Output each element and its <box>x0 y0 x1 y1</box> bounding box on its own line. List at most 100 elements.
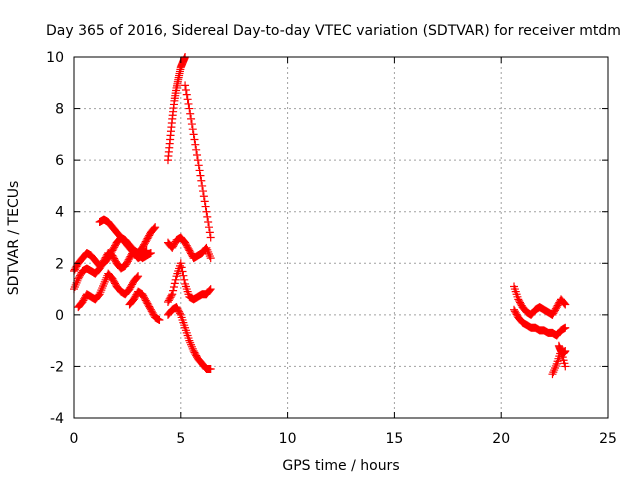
data-point <box>200 197 209 206</box>
data-point <box>205 286 214 295</box>
y-tick-label: 0 <box>55 308 64 324</box>
y-tick-label: 6 <box>55 153 64 169</box>
data-point <box>560 299 569 308</box>
data-point <box>96 288 105 297</box>
data-point <box>201 202 210 211</box>
data-point <box>559 298 568 307</box>
data-point <box>179 271 188 280</box>
data-point <box>206 233 215 242</box>
data-point <box>97 286 106 295</box>
data-point <box>185 104 194 113</box>
data-point <box>186 109 195 118</box>
data-point <box>190 135 199 144</box>
data-point <box>99 279 108 288</box>
data-point <box>206 285 215 294</box>
data-point <box>100 277 109 286</box>
data-point <box>98 284 107 293</box>
data-point <box>192 145 201 154</box>
data-point <box>193 150 202 159</box>
data-point <box>196 171 205 180</box>
data-point <box>548 370 557 379</box>
data-point <box>204 218 213 227</box>
data-point <box>204 250 213 259</box>
data-point <box>150 224 159 233</box>
y-tick-label: 8 <box>55 102 64 118</box>
data-point <box>197 176 206 185</box>
data-point <box>149 225 158 234</box>
data-point <box>204 287 213 296</box>
data-point <box>561 300 570 309</box>
data-point <box>93 292 102 301</box>
data-point <box>70 283 79 292</box>
data-point <box>551 363 560 372</box>
data-point <box>177 263 186 272</box>
x-tick-label: 20 <box>492 431 510 447</box>
data-point <box>182 90 191 99</box>
data-point <box>181 86 190 95</box>
data-point <box>142 246 151 255</box>
data-point <box>561 362 570 371</box>
data-point <box>188 125 197 134</box>
data-point <box>188 344 197 353</box>
data-point <box>198 181 207 190</box>
data-point <box>151 223 160 232</box>
data-point <box>183 95 192 104</box>
data-point <box>186 338 195 347</box>
series-arc-9 <box>163 259 215 306</box>
data-point <box>204 247 213 256</box>
data-point <box>141 247 150 256</box>
data-point <box>170 279 179 288</box>
data-point <box>549 368 558 377</box>
y-tick-label: 2 <box>55 256 64 272</box>
data-points <box>70 53 570 379</box>
data-point <box>171 275 180 284</box>
data-point <box>189 130 198 139</box>
series-arc-10 <box>163 303 215 374</box>
chart-title: Day 365 of 2016, Sidereal Day-to-day VTE… <box>46 23 621 39</box>
data-point <box>203 245 212 254</box>
data-point <box>187 342 196 351</box>
x-tick-label: 0 <box>70 431 79 447</box>
data-point <box>73 276 82 285</box>
data-point <box>168 290 177 299</box>
data-point <box>133 273 142 282</box>
data-point <box>71 280 80 289</box>
data-point <box>205 252 214 261</box>
y-tick-label: 4 <box>55 205 64 221</box>
data-point <box>185 336 194 345</box>
series-arc-6 <box>163 53 190 165</box>
series-arc-3 <box>74 269 143 312</box>
y-ticks: -4 -2 0 2 4 6 8 10 <box>46 50 608 427</box>
data-point <box>551 361 560 370</box>
data-point <box>194 161 203 170</box>
data-point <box>99 281 108 290</box>
data-point <box>204 223 213 232</box>
y-tick-label: -2 <box>50 359 64 375</box>
x-tick-label: 25 <box>599 431 617 447</box>
x-tick-label: 15 <box>385 431 403 447</box>
grid <box>74 57 608 418</box>
data-point <box>176 259 185 268</box>
series-arc-12 <box>510 305 570 340</box>
data-point <box>193 156 202 165</box>
data-point <box>178 267 187 276</box>
y-axis-label: SDTVAR / TECUs <box>6 181 22 296</box>
data-point <box>206 365 215 374</box>
x-tick-label: 10 <box>279 431 297 447</box>
data-point <box>175 309 184 318</box>
data-point <box>561 323 570 332</box>
x-ticks: 0 5 10 15 20 25 <box>70 57 617 447</box>
data-point <box>95 290 104 299</box>
data-point <box>101 275 110 284</box>
data-point <box>202 243 211 252</box>
data-point <box>187 120 196 129</box>
series-arc-5 <box>125 287 164 325</box>
data-point <box>181 81 190 90</box>
y-tick-label: 10 <box>46 50 64 66</box>
data-point <box>184 99 193 108</box>
series-arc-14 <box>554 341 570 358</box>
data-point <box>167 291 176 300</box>
series-arc-4 <box>95 215 151 263</box>
data-point <box>199 187 208 196</box>
